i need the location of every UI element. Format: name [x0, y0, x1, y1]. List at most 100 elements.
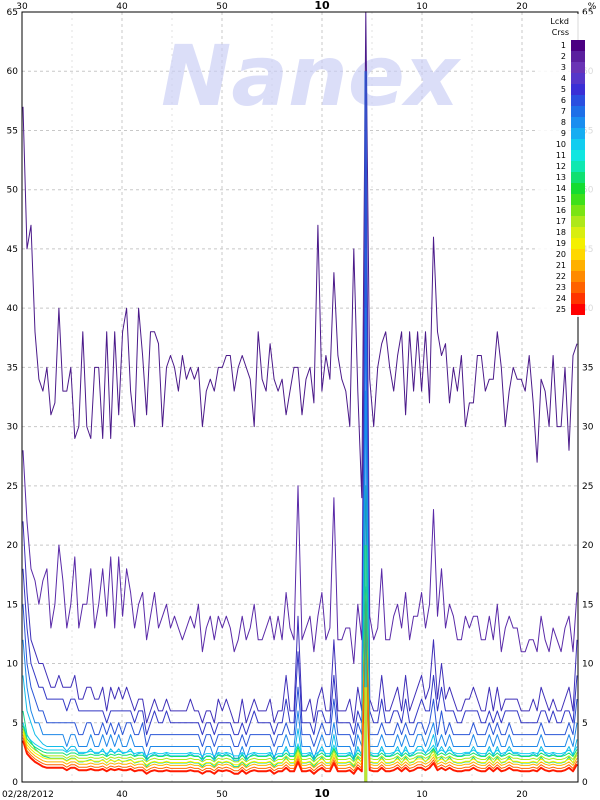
y-tick-label-left: 65: [7, 8, 18, 18]
legend-swatch: [571, 238, 585, 249]
legend-label: 21: [556, 261, 566, 270]
legend-swatch: [571, 139, 585, 150]
legend-label: 23: [556, 283, 566, 292]
y-tick-label-right: 65: [582, 8, 593, 18]
legend-label: 12: [556, 162, 566, 171]
band-line: [22, 595, 578, 766]
legend-background: [536, 14, 598, 317]
series-line-9: [22, 603, 578, 775]
series-line-6: [22, 307, 578, 759]
legend-swatch: [571, 161, 585, 172]
legend-label: 9: [561, 129, 566, 138]
y-tick-label-left: 60: [7, 67, 19, 77]
legend-label: 14: [556, 184, 566, 193]
x-tick-label-top: 10: [416, 2, 428, 12]
legend: LckdCrss12345678910111213141516171819202…: [536, 2, 598, 317]
legend-label: 19: [556, 239, 566, 248]
band-line: [22, 586, 578, 757]
band-line: [22, 601, 578, 772]
legend-label: 20: [556, 250, 566, 259]
x-tick-label-bottom: 40: [116, 790, 128, 800]
y-tick-label-left: 25: [7, 482, 18, 492]
y-tick-label-right: 15: [582, 600, 593, 610]
legend-swatch: [571, 128, 585, 139]
legend-label: 13: [556, 173, 566, 182]
x-tick-label-bottom: 10: [416, 790, 428, 800]
legend-label: 15: [556, 195, 566, 204]
y-tick-label-left: 5: [12, 719, 18, 729]
legend-title-1: Lckd: [550, 17, 569, 26]
x-tick-label-bottom: 50: [216, 790, 228, 800]
x-tick-label-bottom: 20: [516, 790, 528, 800]
y-tick-label-left: 55: [7, 126, 18, 136]
legend-swatch: [571, 40, 585, 51]
x-tick-label-top: 20: [516, 2, 528, 12]
legend-swatch: [571, 216, 585, 227]
legend-label: 25: [556, 305, 566, 314]
legend-swatch: [571, 304, 585, 315]
y-tick-label-right: 10: [582, 660, 594, 670]
legend-label: 7: [561, 107, 566, 116]
series-line-7: [22, 390, 578, 762]
x-tick-label-top: 10: [314, 0, 330, 12]
y-tick-label-left: 45: [7, 245, 18, 255]
legend-swatch: [571, 117, 585, 128]
x-tick-label-bottom: 10: [314, 787, 330, 800]
series-line-4: [22, 189, 578, 736]
legend-label: 4: [561, 74, 566, 83]
legend-label: 1: [561, 41, 566, 50]
legend-label: 6: [561, 96, 566, 105]
legend-label: 2: [561, 52, 566, 61]
legend-label: 18: [556, 228, 566, 237]
series-line-1: [22, 11, 578, 499]
legend-label: 16: [556, 206, 566, 215]
legend-label: 10: [556, 140, 566, 149]
legend-swatch: [571, 51, 585, 62]
y-tick-label-left: 30: [7, 423, 19, 433]
watermark: Nanex: [161, 27, 462, 125]
legend-label: 24: [556, 294, 566, 303]
y-tick-label-left: 40: [7, 304, 19, 314]
legend-swatch: [571, 271, 585, 282]
y-tick-label-left: 15: [7, 600, 18, 610]
legend-label: 22: [556, 272, 566, 281]
y-tick-label-left: 50: [7, 186, 19, 196]
x-tick-label-top: 50: [216, 2, 228, 12]
legend-swatch: [571, 205, 585, 216]
y-tick-label-right: 35: [582, 363, 593, 373]
legend-swatch: [571, 183, 585, 194]
legend-label: 5: [561, 85, 566, 94]
legend-swatch: [571, 73, 585, 84]
x-tick-label-top: 30: [16, 2, 28, 12]
date-label: 02/28/2012: [2, 790, 54, 800]
band-line: [22, 589, 578, 760]
legend-swatch: [571, 106, 585, 117]
y-tick-label-right: 25: [582, 482, 593, 492]
series-line-3: [22, 130, 578, 724]
legend-swatch: [571, 194, 585, 205]
legend-label: 3: [561, 63, 566, 72]
legend-title-2: Crss: [552, 28, 569, 37]
legend-swatch: [571, 249, 585, 260]
plot-frame: [21, 11, 579, 783]
y-tick-label-left: 10: [7, 660, 19, 670]
y-tick-label-right: 5: [582, 719, 588, 729]
series-line-5: [22, 248, 578, 747]
legend-label: 8: [561, 118, 566, 127]
y-tick-label-right: 30: [582, 423, 594, 433]
legend-swatch: [571, 260, 585, 271]
legend-label: 11: [556, 151, 566, 160]
y-tick-label-left: 0: [12, 778, 18, 788]
band-line: [22, 598, 578, 769]
legend-swatch: [571, 172, 585, 183]
legend-swatch: [571, 150, 585, 161]
series-lines: [22, 11, 578, 782]
y-tick-label-left: 20: [7, 541, 19, 551]
legend-swatch: [571, 84, 585, 95]
y-tick-label-right: 0: [582, 778, 588, 788]
y-tick-label-left: 35: [7, 363, 18, 373]
legend-swatch: [571, 282, 585, 293]
x-tick-label-top: 40: [116, 2, 128, 12]
legend-swatch: [571, 62, 585, 73]
